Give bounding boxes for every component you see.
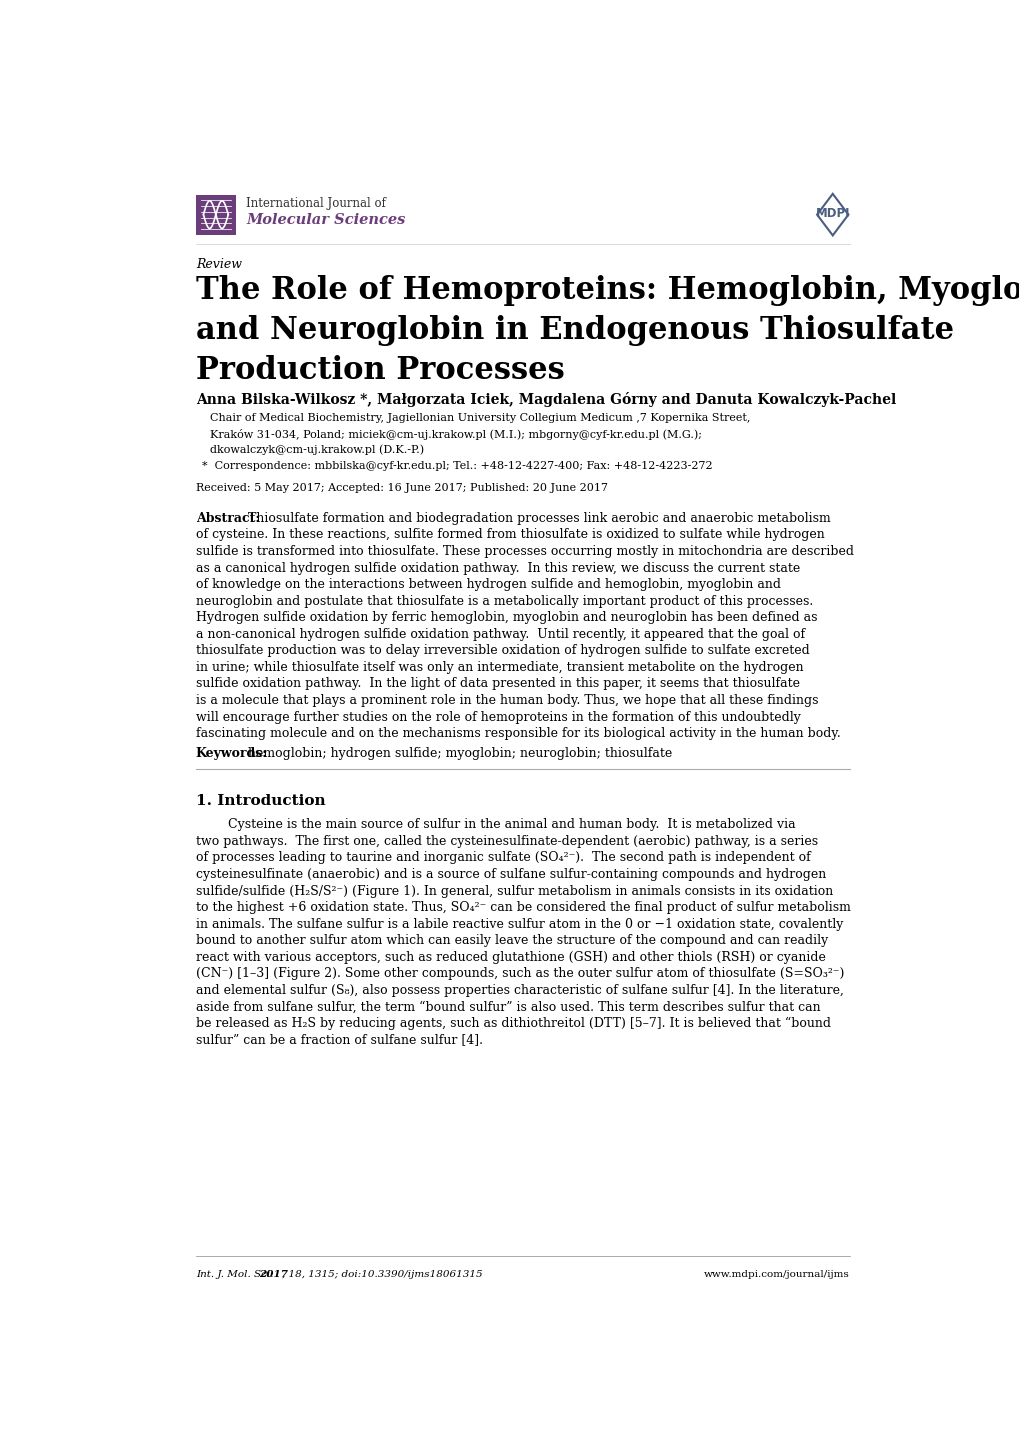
Text: aside from sulfane sulfur, the term “bound sulfur” is also used. This term descr: aside from sulfane sulfur, the term “bou… — [196, 1001, 819, 1014]
Text: to the highest +6 oxidation state. Thus, SO₄²⁻ can be considered the final produ: to the highest +6 oxidation state. Thus,… — [196, 901, 850, 914]
Text: a non-canonical hydrogen sulfide oxidation pathway.  Until recently, it appeared: a non-canonical hydrogen sulfide oxidati… — [196, 627, 804, 640]
Text: sulfide/sulfide (H₂S/S²⁻) (Figure 1). In general, sulfur metabolism in animals c: sulfide/sulfide (H₂S/S²⁻) (Figure 1). In… — [196, 884, 833, 897]
Text: Abstract:: Abstract: — [196, 512, 260, 525]
Text: be released as H₂S by reducing agents, such as dithiothreitol (DTT) [5–7]. It is: be released as H₂S by reducing agents, s… — [196, 1017, 829, 1030]
Text: sulfide oxidation pathway.  In the light of data presented in this paper, it see: sulfide oxidation pathway. In the light … — [196, 678, 799, 691]
Text: 2017: 2017 — [259, 1270, 288, 1279]
Text: will encourage further studies on the role of hemoproteins in the formation of t: will encourage further studies on the ro… — [196, 711, 800, 724]
Text: fascinating molecule and on the mechanisms responsible for its biological activi: fascinating molecule and on the mechanis… — [196, 727, 840, 740]
Text: *  Correspondence: mbbilska@cyf-kr.edu.pl; Tel.: +48-12-4227-400; Fax: +48-12-42: * Correspondence: mbbilska@cyf-kr.edu.pl… — [202, 461, 712, 472]
Text: www.mdpi.com/journal/ijms: www.mdpi.com/journal/ijms — [703, 1270, 849, 1279]
Text: sulfur” can be a fraction of sulfane sulfur [4].: sulfur” can be a fraction of sulfane sul… — [196, 1034, 482, 1047]
Text: Anna Bilska-Wilkosz *, Małgorzata Iciek, Magdalena Górny and Danuta Kowalczyk-Pa: Anna Bilska-Wilkosz *, Małgorzata Iciek,… — [196, 392, 895, 407]
Text: as a canonical hydrogen sulfide oxidation pathway.  In this review, we discuss t: as a canonical hydrogen sulfide oxidatio… — [196, 561, 799, 574]
Text: Molecular Sciences: Molecular Sciences — [246, 213, 406, 226]
Text: The Role of Hemoproteins: Hemoglobin, Myoglobin: The Role of Hemoproteins: Hemoglobin, My… — [196, 274, 1019, 306]
Text: Received: 5 May 2017; Accepted: 16 June 2017; Published: 20 June 2017: Received: 5 May 2017; Accepted: 16 June … — [196, 483, 607, 493]
Text: bound to another sulfur atom which can easily leave the structure of the compoun: bound to another sulfur atom which can e… — [196, 934, 827, 947]
Text: Review: Review — [196, 258, 242, 271]
Text: Int. J. Mol. Sci.: Int. J. Mol. Sci. — [196, 1270, 276, 1279]
Text: hemoglobin; hydrogen sulfide; myoglobin; neuroglobin; thiosulfate: hemoglobin; hydrogen sulfide; myoglobin;… — [249, 747, 672, 760]
Text: two pathways.  The first one, called the cysteinesulfinate-dependent (aerobic) p: two pathways. The first one, called the … — [196, 835, 817, 848]
Text: Thiosulfate formation and biodegradation processes link aerobic and anaerobic me: Thiosulfate formation and biodegradation… — [249, 512, 830, 525]
Text: in animals. The sulfane sulfur is a labile reactive sulfur atom in the 0 or −1 o: in animals. The sulfane sulfur is a labi… — [196, 917, 843, 930]
Text: and elemental sulfur (S₈), also possess properties characteristic of sulfane sul: and elemental sulfur (S₈), also possess … — [196, 983, 843, 996]
Text: neuroglobin and postulate that thiosulfate is a metabolically important product : neuroglobin and postulate that thiosulfa… — [196, 594, 812, 607]
Text: react with various acceptors, such as reduced glutathione (GSH) and other thiols: react with various acceptors, such as re… — [196, 950, 824, 963]
Text: in urine; while thiosulfate itself was only an intermediate, transient metabolit: in urine; while thiosulfate itself was o… — [196, 660, 803, 673]
Text: cysteinesulfinate (anaerobic) and is a source of sulfane sulfur-containing compo: cysteinesulfinate (anaerobic) and is a s… — [196, 868, 825, 881]
Text: Chair of Medical Biochemistry, Jagiellonian University Collegium Medicum ,7 Kope: Chair of Medical Biochemistry, Jagiellon… — [210, 414, 749, 424]
Text: Cysteine is the main source of sulfur in the animal and human body.  It is metab: Cysteine is the main source of sulfur in… — [228, 818, 795, 831]
Text: International Journal of: International Journal of — [246, 198, 385, 211]
Text: is a molecule that plays a prominent role in the human body. Thus, we hope that : is a molecule that plays a prominent rol… — [196, 694, 817, 707]
FancyBboxPatch shape — [196, 195, 235, 235]
Text: 1. Introduction: 1. Introduction — [196, 793, 325, 808]
Text: sulfide is transformed into thiosulfate. These processes occurring mostly in mit: sulfide is transformed into thiosulfate.… — [196, 545, 853, 558]
Text: Kraków 31-034, Poland; miciek@cm-uj.krakow.pl (M.I.); mbgorny@cyf-kr.edu.pl (M.G: Kraków 31-034, Poland; miciek@cm-uj.krak… — [210, 428, 701, 440]
Text: of cysteine. In these reactions, sulfite formed from thiosulfate is oxidized to : of cysteine. In these reactions, sulfite… — [196, 528, 823, 541]
Text: Production Processes: Production Processes — [196, 355, 564, 386]
Text: and Neuroglobin in Endogenous Thiosulfate: and Neuroglobin in Endogenous Thiosulfat… — [196, 314, 953, 346]
Text: (CN⁻) [1–3] (Figure 2). Some other compounds, such as the outer sulfur atom of t: (CN⁻) [1–3] (Figure 2). Some other compo… — [196, 968, 844, 981]
Text: Keywords:: Keywords: — [196, 747, 267, 760]
Text: dkowalczyk@cm-uj.krakow.pl (D.K.-P.): dkowalczyk@cm-uj.krakow.pl (D.K.-P.) — [210, 444, 423, 454]
Text: thiosulfate production was to delay irreversible oxidation of hydrogen sulfide t: thiosulfate production was to delay irre… — [196, 645, 809, 658]
Text: of processes leading to taurine and inorganic sulfate (SO₄²⁻).  The second path : of processes leading to taurine and inor… — [196, 851, 810, 864]
Text: MDPI: MDPI — [815, 208, 849, 221]
Text: , 18, 1315; doi:10.3390/ijms18061315: , 18, 1315; doi:10.3390/ijms18061315 — [282, 1270, 483, 1279]
Text: Hydrogen sulfide oxidation by ferric hemoglobin, myoglobin and neuroglobin has b: Hydrogen sulfide oxidation by ferric hem… — [196, 611, 816, 624]
Text: of knowledge on the interactions between hydrogen sulfide and hemoglobin, myoglo: of knowledge on the interactions between… — [196, 578, 780, 591]
